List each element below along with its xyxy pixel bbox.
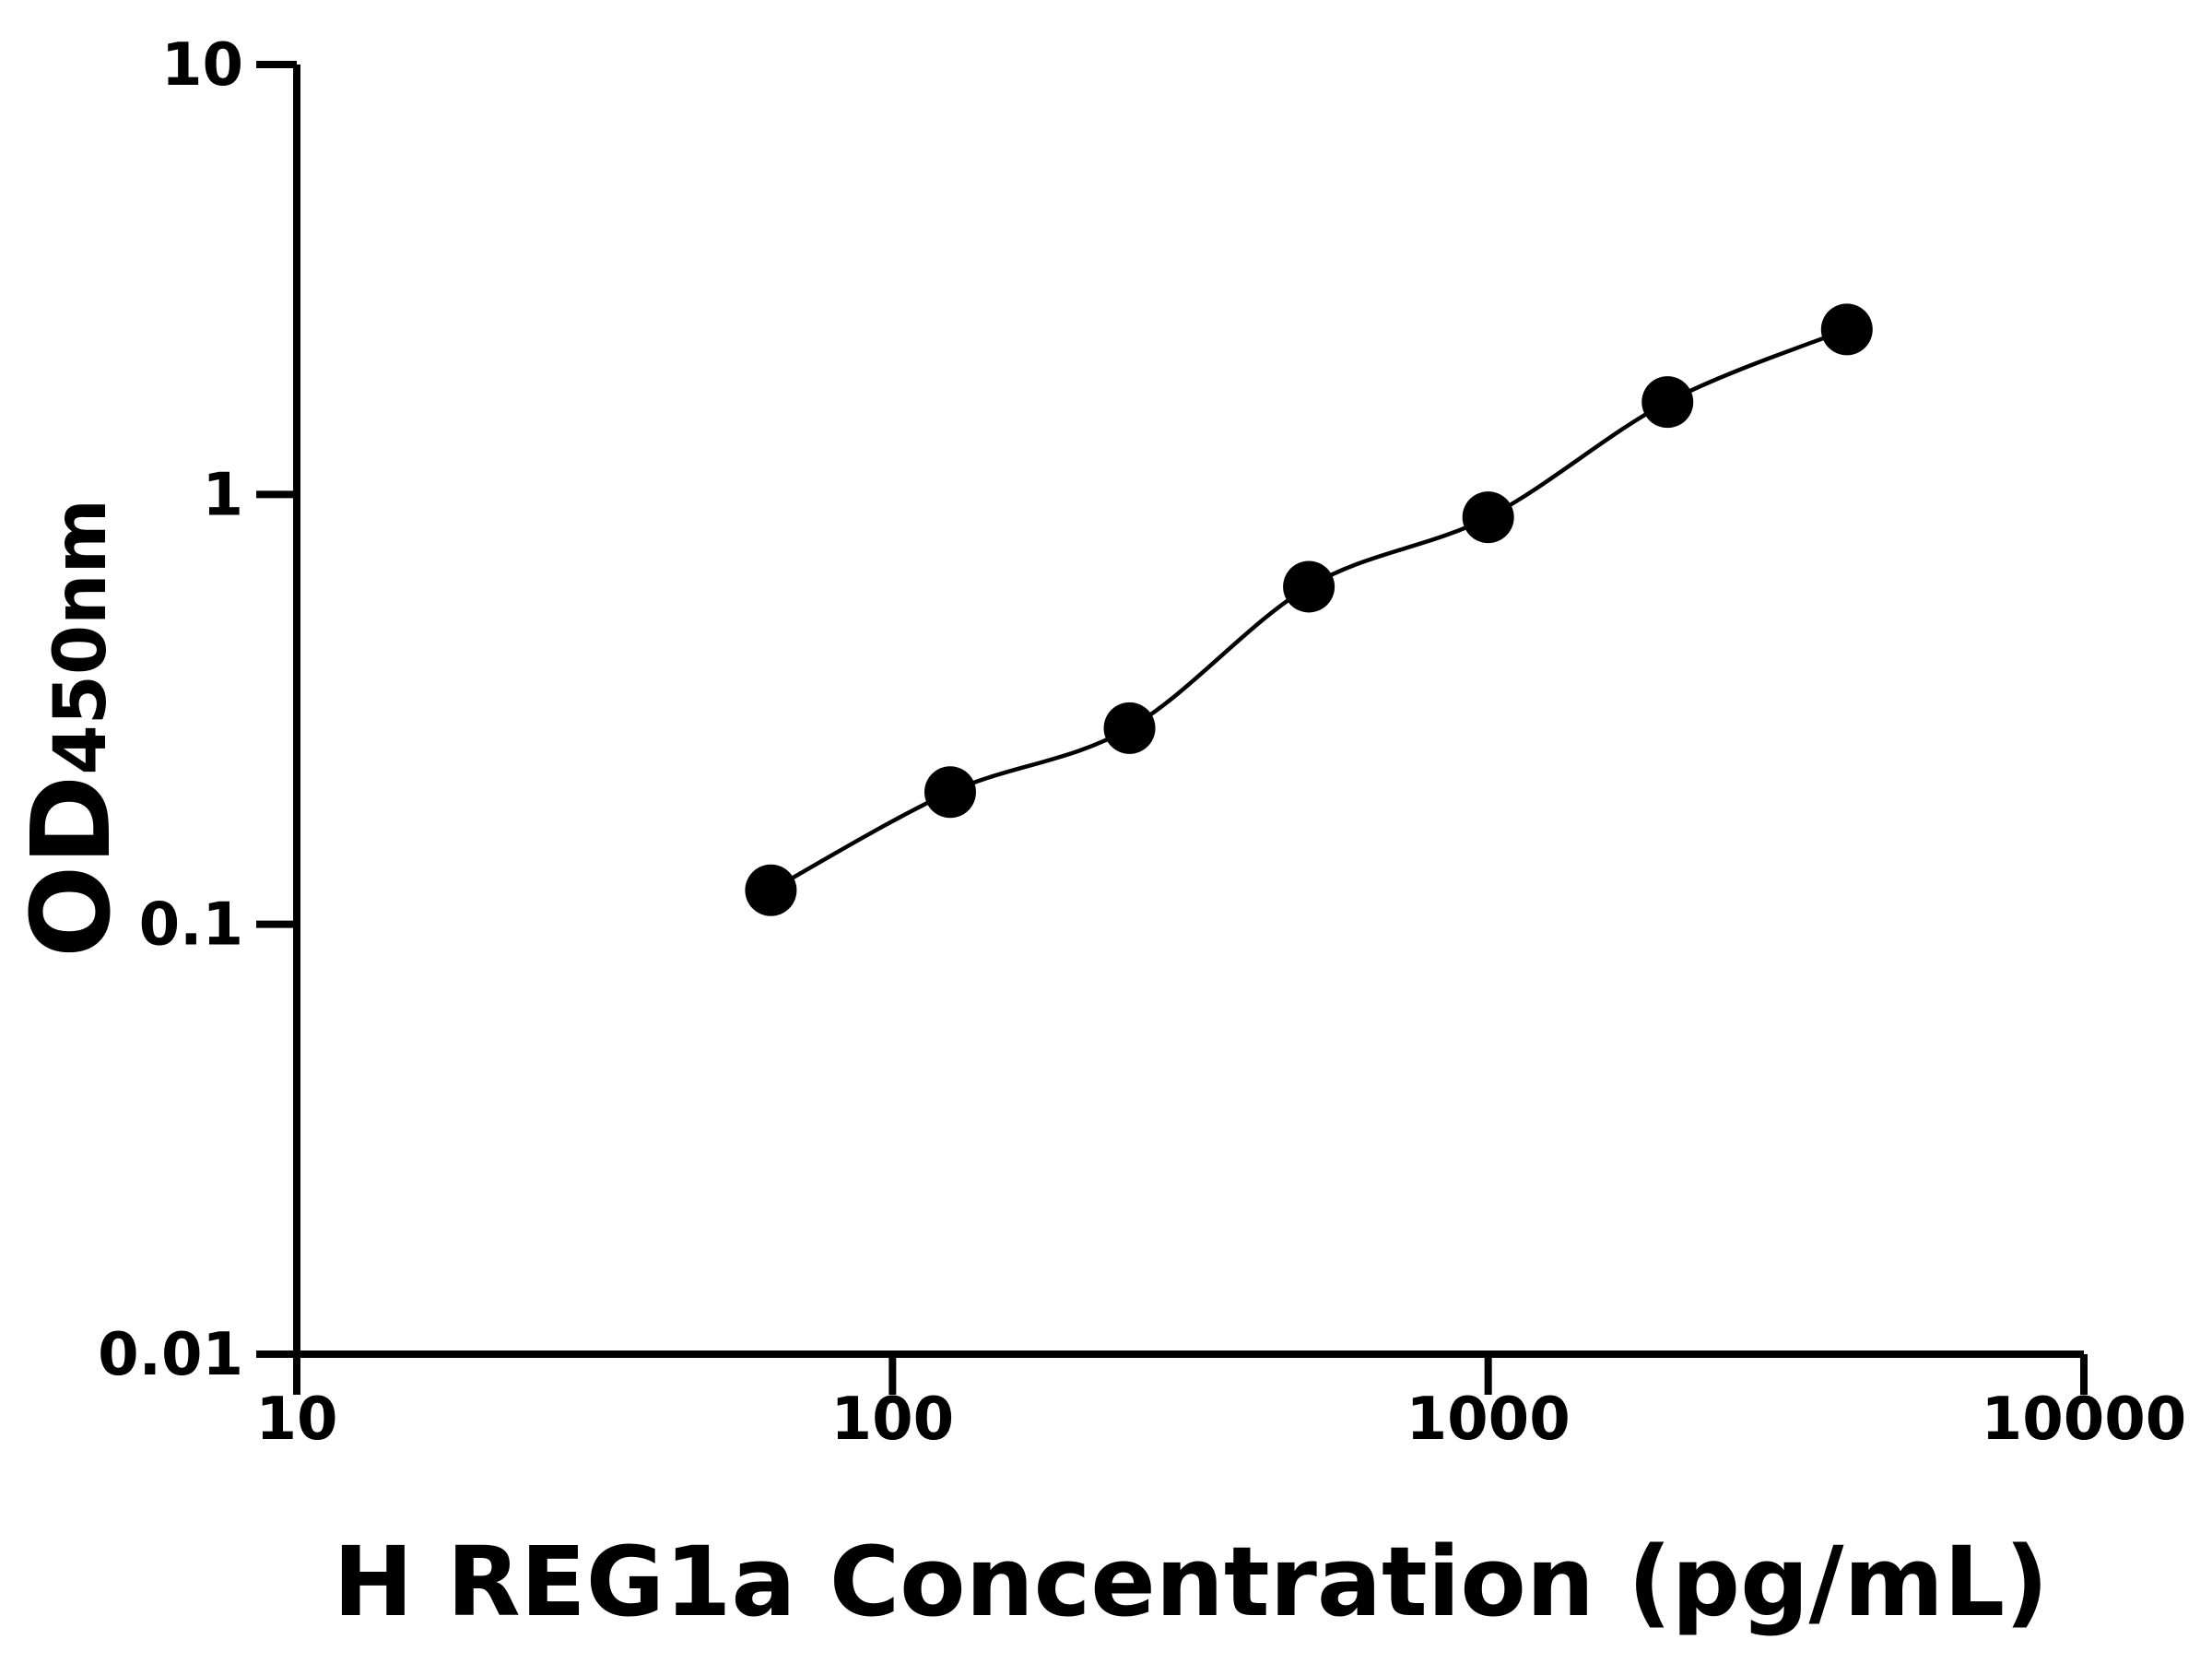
y-axis-label: OD450nm: [7, 499, 135, 958]
data-point: [1103, 702, 1156, 754]
y-tick-label: 0.1: [139, 891, 243, 960]
data-point: [1820, 303, 1873, 356]
y-tick-label: 10: [161, 31, 243, 100]
data-point: [924, 766, 976, 819]
data-point: [1283, 560, 1335, 613]
y-tick-label: 0.01: [98, 1321, 243, 1389]
x-tick-label: 10: [255, 1386, 337, 1454]
y-axis-label-sub: 450nm: [40, 499, 123, 775]
data-point: [1462, 491, 1514, 544]
data-point: [1641, 376, 1694, 429]
data-point: [745, 864, 797, 916]
x-tick-label: 100: [831, 1386, 955, 1454]
x-tick-label: 1000: [1406, 1386, 1571, 1454]
y-axis-label-main: OD: [7, 775, 135, 958]
x-axis-label: H REG1a Concentration (pg/mL): [333, 1526, 2048, 1638]
x-tick-label: 10000: [1982, 1386, 2187, 1454]
y-tick-label: 1: [202, 461, 243, 529]
